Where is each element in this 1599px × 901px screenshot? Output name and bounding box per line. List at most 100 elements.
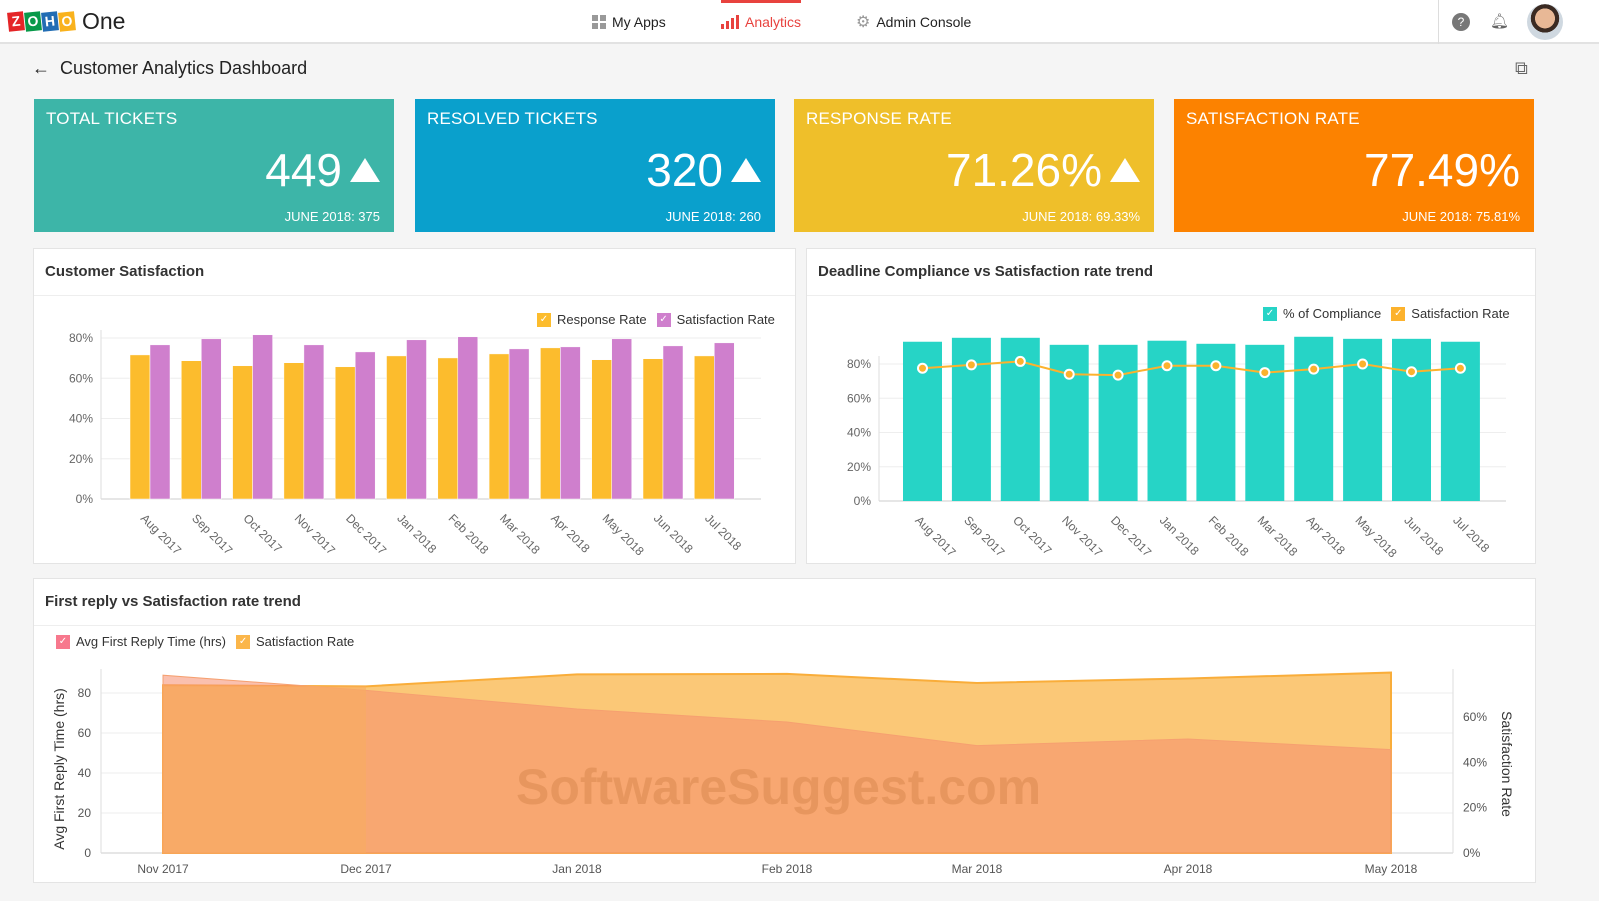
line-point: [1161, 360, 1173, 372]
bar: [694, 355, 715, 500]
y-tick-label: 40%: [69, 412, 93, 426]
kpi-subtext: JUNE 2018: 75.81%: [1402, 209, 1520, 224]
x-tick-label: Aug 2017: [912, 513, 958, 559]
x-tick-label: Apr 2018: [548, 511, 593, 556]
bar: [508, 348, 530, 500]
line-point: [1210, 360, 1222, 372]
legend-label[interactable]: % of Compliance: [1283, 306, 1382, 321]
chart-title: Deadline Compliance vs Satisfaction rate…: [818, 263, 1154, 280]
bar: [642, 358, 664, 500]
bell-icon[interactable]: 🔔︎: [1490, 13, 1510, 30]
bar: [662, 345, 684, 500]
kpi-title: TOTAL TICKETS: [46, 109, 178, 128]
chart-title: First reply vs Satisfaction rate trend: [45, 593, 301, 610]
legend-label[interactable]: Satisfaction Rate: [1411, 306, 1510, 321]
bar: [149, 344, 171, 500]
first-reply-panel: First reply vs Satisfaction rate trend 0…: [33, 578, 1536, 883]
x-tick-label: Jul 2018: [702, 511, 744, 553]
trend-up-icon: [1110, 158, 1140, 182]
x-tick-label: Apr 2018: [1304, 513, 1349, 558]
line-point: [1454, 362, 1466, 374]
back-arrow-icon[interactable]: ←: [32, 58, 50, 78]
x-tick-label: Feb 2018: [762, 862, 813, 876]
bar: [232, 365, 253, 500]
line-point: [965, 359, 977, 371]
y-tick-label-left: 20: [78, 806, 92, 820]
bar: [354, 351, 376, 500]
x-tick-label: Mar 2018: [497, 511, 543, 557]
page-title-bar: ← Customer Analytics Dashboard: [32, 58, 307, 79]
kpi-value: 320: [646, 144, 723, 196]
nav-admin-console[interactable]: ⚙ Admin Console: [856, 0, 971, 44]
nav-my-apps[interactable]: My Apps: [592, 0, 666, 44]
legend-checkbox[interactable]: ✓: [1263, 306, 1277, 321]
bar: [1098, 344, 1138, 501]
deadline-compliance-panel: Deadline Compliance vs Satisfaction rate…: [806, 248, 1536, 564]
deadline-compliance-chart: 0% 20% 40% 60% 80% Aug 2017 Sep 2017 Oct 2017 No…: [847, 336, 1506, 561]
x-tick-label: Nov 2017: [292, 511, 338, 557]
y-tick-label: 0%: [76, 492, 94, 506]
y-tick-label: 80%: [69, 331, 93, 345]
line-point: [1406, 366, 1417, 378]
x-tick-label: Feb 2018: [446, 511, 492, 557]
x-tick-label: Dec 2017: [340, 862, 392, 876]
kpi-title: SATISFACTION RATE: [1186, 109, 1360, 128]
y-tick-label: 80%: [847, 357, 871, 371]
external-link-icon[interactable]: ⧉: [1515, 58, 1528, 78]
legend-checkbox[interactable]: ✓: [1391, 306, 1406, 321]
nav-analytics[interactable]: Analytics: [721, 0, 802, 44]
kpi-subtext: JUNE 2018: 260: [665, 209, 761, 224]
y-tick-label-right: 40%: [1463, 755, 1487, 769]
y-tick-label-left: 60: [78, 726, 92, 740]
y-tick-label: 20%: [69, 452, 93, 466]
help-icon[interactable]: ?: [1452, 13, 1470, 31]
kpi-satisfaction-rate: SATISFACTION RATE 77.49% JUNE 2018: 75.8…: [1174, 99, 1534, 232]
top-nav-bar: Z O H O One My Apps Analytics ⚙ Admin Co…: [0, 0, 1599, 44]
x-tick-label: Jan 2018: [1157, 513, 1202, 558]
legend-label[interactable]: Satisfaction Rate: [676, 312, 775, 327]
y-tick-label: 60%: [847, 391, 871, 405]
bar: [540, 347, 561, 500]
x-tick-label: Nov 2017: [137, 862, 189, 876]
legend-checkbox[interactable]: ✓: [537, 312, 551, 327]
avatar[interactable]: [1527, 4, 1563, 40]
bar: [181, 360, 202, 500]
y-tick-label-right: 20%: [1463, 801, 1487, 815]
bar: [1392, 338, 1431, 501]
x-tick-label: Dec 2017: [343, 511, 389, 557]
x-tick-label: Feb 2018: [1206, 513, 1252, 559]
x-tick-label: Jan 2018: [552, 862, 602, 876]
legend-checkbox[interactable]: ✓: [236, 634, 251, 649]
x-tick-label: Apr 2018: [1164, 862, 1213, 876]
kpi-resolved-tickets: RESOLVED TICKETS 320 JUNE 2018: 260: [415, 99, 775, 232]
customer-satisfaction-chart: 0% 20% 40% 60% 80% Aug 2017 Sep 2017 Oct 2017 No…: [69, 330, 761, 559]
y-tick-label-right: 0%: [1463, 846, 1481, 860]
x-tick-label: Sep 2017: [189, 511, 235, 557]
x-tick-label: Oct 2017: [1010, 513, 1055, 558]
bar: [201, 338, 222, 500]
legend-checkbox[interactable]: ✓: [56, 634, 70, 649]
x-tick-label: Jul 2018: [1450, 513, 1492, 555]
legend-label[interactable]: Satisfaction Rate: [256, 634, 355, 649]
legend-label[interactable]: Response Rate: [557, 312, 647, 327]
kpi-value: 71.26%: [945, 144, 1102, 196]
logo-letter: Z: [7, 11, 25, 32]
zoho-one-logo[interactable]: Z O H O One: [7, 8, 125, 35]
page-title: Customer Analytics Dashboard: [60, 58, 308, 78]
grid-icon: [592, 15, 606, 29]
area-overlap: [163, 685, 366, 853]
bar: [457, 336, 479, 500]
legend-label[interactable]: Avg First Reply Time (hrs): [76, 634, 227, 649]
bar: [283, 362, 305, 500]
kpi-response-rate: RESPONSE RATE 71.26% JUNE 2018: 69.33%: [794, 99, 1154, 232]
line-point: [917, 362, 928, 374]
legend-checkbox[interactable]: ✓: [656, 312, 671, 327]
trend-up-icon: [350, 158, 380, 182]
x-tick-label: Oct 2017: [240, 511, 285, 556]
y-tick-label-right: 60%: [1463, 710, 1487, 724]
x-tick-label: Jan 2018: [394, 511, 439, 556]
first-reply-chart: 0 20 40 60 80 0% 20% 40% 60% Nov 2017 Dec 2017 Jan …: [51, 669, 1515, 876]
gear-icon: ⚙: [856, 14, 871, 31]
trend-up-icon: [731, 158, 761, 182]
kpi-value: 449: [265, 144, 342, 196]
